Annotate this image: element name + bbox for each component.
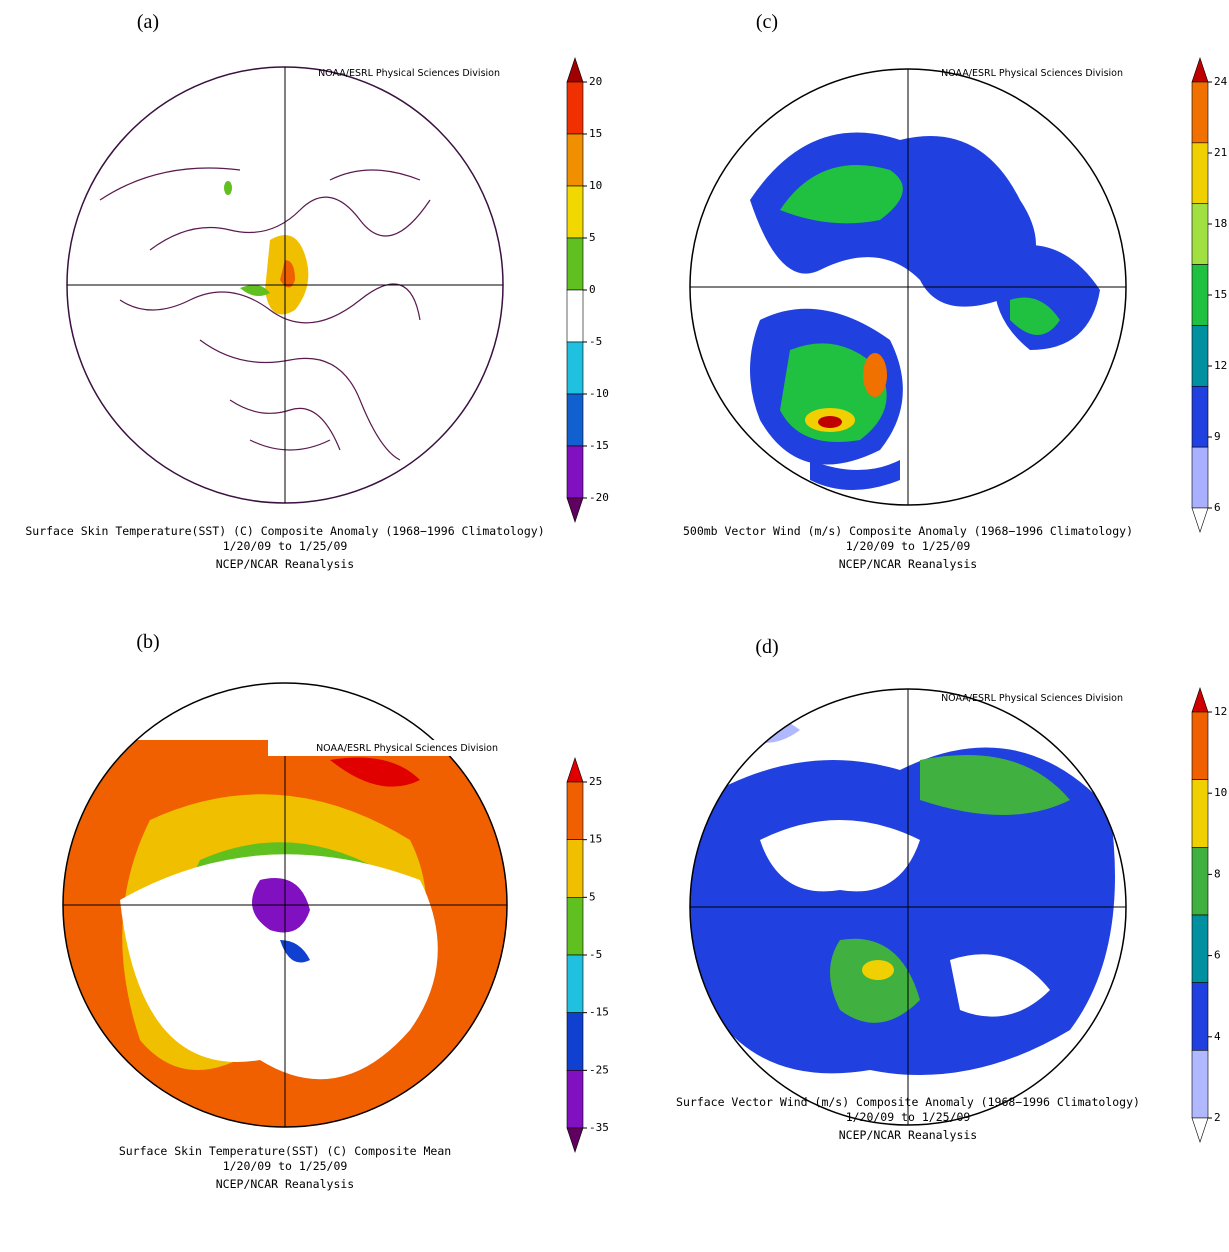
caption-line: 1/20/09 to 1/25/09 <box>846 539 971 553</box>
panel-label: (d) <box>755 636 778 658</box>
colorbar-tick-label: 12 <box>1214 359 1227 372</box>
figure: (a) NOAA/ESRL Physical Sciences Division S… <box>0 0 1229 1252</box>
colorbar-segment <box>567 238 583 290</box>
colorbar-segment <box>567 186 583 238</box>
colorbar-segment <box>567 134 583 186</box>
panel-label: (b) <box>136 631 159 653</box>
colorbar-segment <box>1192 915 1208 983</box>
colorbar-segment <box>1192 204 1208 265</box>
colorbar-tick-label: -35 <box>589 1121 609 1134</box>
colorbar-arrow <box>1192 688 1208 712</box>
colorbar-segment <box>1192 983 1208 1051</box>
colorbar-segment <box>1192 447 1208 508</box>
caption-line: NCEP/NCAR Reanalysis <box>839 557 977 571</box>
colorbar-tick-label: 15 <box>589 833 602 846</box>
colorbar-arrow <box>567 498 583 522</box>
colorbar-segment <box>1192 386 1208 447</box>
colorbar-segment <box>1192 82 1208 143</box>
credit: NOAA/ESRL Physical Sciences Division <box>941 693 1123 704</box>
colorbar-tick-label: 15 <box>589 127 602 140</box>
caption-line: NCEP/NCAR Reanalysis <box>216 1177 354 1191</box>
colorbar-tick-label: 5 <box>589 890 596 903</box>
colorbar-segment <box>567 840 583 898</box>
caption-line: NCEP/NCAR Reanalysis <box>839 1128 977 1142</box>
colorbar-tick-label: -10 <box>589 387 609 400</box>
credit: NOAA/ESRL Physical Sciences Division <box>318 68 500 79</box>
colorbar-segment <box>567 782 583 840</box>
colorbar-arrow <box>567 758 583 782</box>
colorbar-tick-label: -15 <box>589 439 609 452</box>
colorbar-tick-label: 2 <box>1214 1111 1221 1124</box>
colorbar-tick-label: 6 <box>1214 949 1221 962</box>
colorbar-tick-label: 15 <box>1214 288 1227 301</box>
colorbar-tick-label: 10 <box>589 179 602 192</box>
caption-line: Surface Vector Wind (m/s) Composite Anom… <box>676 1095 1140 1109</box>
colorbar-tick-label: 18 <box>1214 217 1227 230</box>
caption-line: 1/20/09 to 1/25/09 <box>223 1159 348 1173</box>
caption-line: Surface Skin Temperature(SST) (C) Compos… <box>119 1144 451 1158</box>
colorbar-segment <box>1192 712 1208 780</box>
colorbar-tick-label: 5 <box>589 231 596 244</box>
colorbar-segment <box>1192 780 1208 848</box>
colorbar-segment <box>567 446 583 498</box>
panel-label: (c) <box>756 11 778 33</box>
colorbar-segment <box>1192 325 1208 386</box>
colorbar-tick-label: 0 <box>589 283 596 296</box>
colorbar-tick-label: 8 <box>1214 867 1221 880</box>
caption-line: NCEP/NCAR Reanalysis <box>216 557 354 571</box>
colorbar-segment <box>567 897 583 955</box>
colorbar-tick-label: -15 <box>589 1006 609 1019</box>
colorbar-tick-label: -25 <box>589 1063 609 1076</box>
colorbar-segment <box>567 342 583 394</box>
colorbar-segment <box>567 1070 583 1128</box>
colorbar-tick-label: 21 <box>1214 146 1227 159</box>
colorbar-segment <box>1192 265 1208 326</box>
colorbar-arrow <box>1192 508 1208 532</box>
colorbar-tick-label: 20 <box>589 75 602 88</box>
colorbar-segment <box>567 394 583 446</box>
credit: NOAA/ESRL Physical Sciences Division <box>316 743 498 754</box>
colorbar-tick-label: 4 <box>1214 1030 1221 1043</box>
colorbar-tick-label: 10 <box>1214 786 1227 799</box>
colorbar-segment <box>1192 1050 1208 1118</box>
colorbar-segment <box>567 290 583 342</box>
colorbar-tick-label: -5 <box>589 948 602 961</box>
colorbar-tick-label: 12 <box>1214 705 1227 718</box>
colorbar-arrow <box>1192 1118 1208 1142</box>
colorbar-segment <box>567 955 583 1013</box>
caption-line: Surface Skin Temperature(SST) (C) Compos… <box>25 524 544 538</box>
colorbar-tick-label: 25 <box>589 775 602 788</box>
colorbar-arrow <box>567 1128 583 1152</box>
colorbar-segment <box>1192 143 1208 204</box>
colorbar-segment <box>567 82 583 134</box>
colorbar-tick-label: 24 <box>1214 75 1228 88</box>
caption-line: 1/20/09 to 1/25/09 <box>223 539 348 553</box>
colorbar-segment <box>567 1013 583 1071</box>
colorbar-tick-label: 6 <box>1214 501 1221 514</box>
colorbar-arrow <box>1192 58 1208 82</box>
credit: NOAA/ESRL Physical Sciences Division <box>941 68 1123 79</box>
colorbar-tick-label: 9 <box>1214 430 1221 443</box>
caption-line: 1/20/09 to 1/25/09 <box>846 1110 971 1124</box>
colorbar-arrow <box>567 58 583 82</box>
colorbar-tick-label: -5 <box>589 335 602 348</box>
caption-line: 500mb Vector Wind (m/s) Composite Anomal… <box>683 524 1133 538</box>
colorbar-segment <box>1192 847 1208 915</box>
colorbar-tick-label: -20 <box>589 491 609 504</box>
panel-label: (a) <box>137 11 159 33</box>
